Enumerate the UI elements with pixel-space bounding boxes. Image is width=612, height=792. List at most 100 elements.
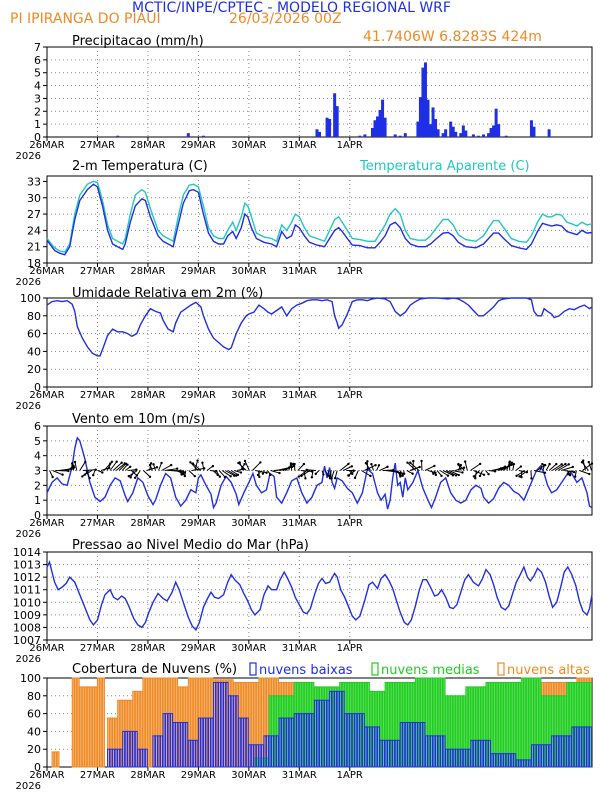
precip-ytick-label: 2 <box>34 105 41 118</box>
wind-arrow <box>579 470 590 475</box>
cloud-bar-nuvens-baixas <box>162 713 166 768</box>
cloud-bar-nuvens-altas <box>91 686 95 768</box>
cloud-bar-nuvens-baixas <box>586 726 590 768</box>
precip-bar <box>227 136 231 137</box>
precip-ytick-label: 7 <box>34 41 41 54</box>
cloud-bar-nuvens-baixas <box>187 739 191 768</box>
wind-arrow-head <box>258 475 261 479</box>
rh-ytick-label: 40 <box>27 345 41 358</box>
cloud-bar-nuvens-baixas <box>124 730 128 768</box>
temp-xtick-label: 31MAR <box>282 266 317 277</box>
temp-ytick-label: 21 <box>27 241 41 254</box>
precip-bar <box>431 107 435 137</box>
wind-arrow-head <box>350 465 354 468</box>
wind-arrow <box>109 461 118 471</box>
precip-bar <box>70 136 74 137</box>
cloud-bar-nuvens-baixas <box>561 735 565 768</box>
wind-arrow-head <box>196 459 199 462</box>
cloud-bar-nuvens-baixas <box>394 739 398 768</box>
cloud-bar-nuvens-altas <box>79 686 83 768</box>
wind-arrow-head <box>94 468 97 471</box>
wind-arrow <box>551 463 562 471</box>
cloud-bar-nuvens-baixas <box>200 717 204 768</box>
cloud-bar-nuvens-baixas <box>412 722 416 768</box>
cloud-bar-nuvens-baixas <box>235 695 239 768</box>
wind-arrow-head <box>237 461 240 465</box>
wind-arrow <box>115 463 126 471</box>
precip-bar <box>517 136 521 137</box>
precip-bar <box>315 129 319 137</box>
wind-arrow-head <box>433 464 436 468</box>
wind-arrow <box>143 470 151 478</box>
wind-arrow <box>206 465 214 471</box>
cloud-bar-nuvens-baixas <box>530 744 534 768</box>
precip-bar <box>461 125 465 137</box>
cloud-bar-nuvens-baixas <box>578 726 582 768</box>
temp-xtick-label: 30MAR <box>231 266 266 277</box>
cloud-legend-label: nuvens baixas <box>259 663 353 678</box>
rh-xtick-label: 30MAR <box>231 390 266 401</box>
wind-arrow-head <box>256 473 260 477</box>
precip-ytick-label: 5 <box>34 67 41 80</box>
wind-arrow-head <box>314 472 317 476</box>
cloud-bar-nuvens-baixas <box>276 735 280 768</box>
wind-arrow <box>188 470 196 477</box>
wind-arrow <box>445 470 457 476</box>
cloud-bar-nuvens-baixas <box>419 722 423 768</box>
slp-xtick-label: 26MAR <box>29 643 64 654</box>
chart-slp <box>43 551 593 644</box>
wind-arrow-head <box>92 473 95 477</box>
precip-bar <box>398 135 402 137</box>
wind-arrow <box>331 470 335 479</box>
slp-title: Pressao ao Nivel Medio do Mar (hPa) <box>72 538 309 553</box>
wind-xtick-label: 30MAR <box>231 518 266 529</box>
precip-xtick-label: 28MAR <box>130 140 165 151</box>
precip-bar <box>423 62 427 137</box>
cloud-bar-nuvens-baixas <box>551 735 555 768</box>
wind-arrow <box>81 470 90 477</box>
cloud-bar-nuvens-baixas <box>207 717 211 768</box>
slp-xtick-label: 28MAR <box>130 643 165 654</box>
cloud-bar-nuvens-baixas <box>374 726 378 768</box>
cloud-bar-nuvens-baixas <box>407 722 411 768</box>
wind-arrow-head <box>71 462 74 465</box>
cloud-xtick-label: 26MAR <box>29 770 64 781</box>
wind-arrow-head <box>580 460 584 464</box>
precip-frame <box>46 46 593 138</box>
wind-arrow-head <box>574 475 577 478</box>
cloud-ytick-label: 0 <box>34 761 41 774</box>
cloud-bar-nuvens-baixas <box>409 722 413 768</box>
wind-arrow <box>215 470 221 477</box>
wind-arrow-head <box>543 471 547 474</box>
wind-arrow-head <box>520 475 523 479</box>
precip-bar <box>421 67 425 137</box>
precip-xtick-label: 30MAR <box>231 140 266 151</box>
cloud-bar-nuvens-baixas <box>495 753 499 768</box>
wind-arrow-head <box>223 475 227 479</box>
temp-xtick-label: 1APR <box>337 266 363 277</box>
slp-ytick-label: 1011 <box>13 584 41 597</box>
wind-xtick-label: 29MAR <box>181 518 216 529</box>
cloud-bar-nuvens-baixas <box>432 735 436 768</box>
wind-arrow <box>158 462 163 471</box>
cloud-bar-nuvens-baixas <box>485 739 489 768</box>
wind-arrow-head <box>148 475 152 478</box>
precip-bar <box>497 124 501 137</box>
wind-arrow-head <box>510 463 513 466</box>
wind-arrow <box>106 461 113 471</box>
cloud-bar-nuvens-baixas <box>450 748 454 768</box>
wind-arrow-head <box>129 465 132 468</box>
wind-arrow-head <box>189 461 192 464</box>
precip-xtick-label: 26MAR <box>29 140 64 151</box>
cloud-bar-nuvens-baixas <box>369 726 373 768</box>
cloud-bar-nuvens-baixas <box>477 739 481 768</box>
rh-xtick-label: 28MAR <box>130 390 165 401</box>
cloud-bar-nuvens-baixas <box>553 735 557 768</box>
cloud-bar-nuvens-baixas <box>180 722 184 768</box>
temp-xtick-label: 29MAR <box>181 266 216 277</box>
cloud-bar-nuvens-baixas <box>460 748 464 768</box>
wind-arrow-head <box>541 462 544 466</box>
wind-arrow <box>329 470 332 479</box>
wind-ytick-label: 3 <box>34 465 41 478</box>
slp-xtick-label: 27MAR <box>80 643 115 654</box>
